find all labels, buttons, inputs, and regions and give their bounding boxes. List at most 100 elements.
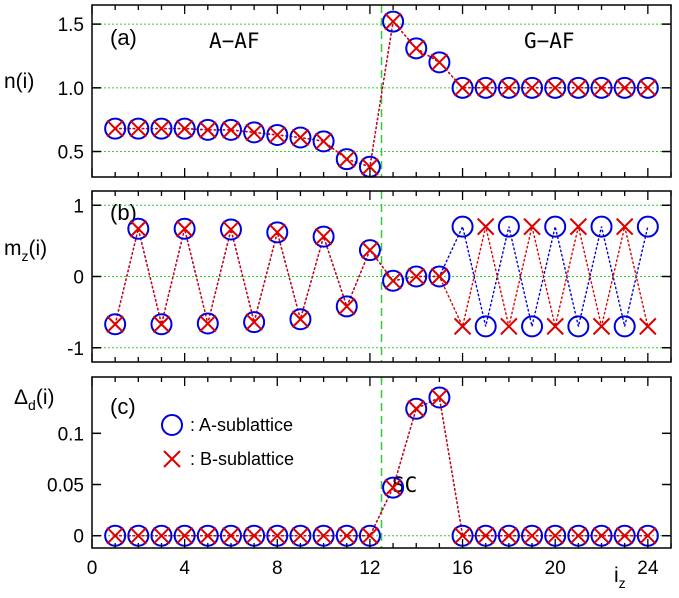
ytick-label-b: 1 [73,196,84,217]
point-A-b-20 [544,215,567,238]
point-B-b-21 [569,217,588,236]
point-B-b-13 [384,272,402,290]
point-B-c-22 [592,527,611,545]
frame-a [91,4,672,178]
point-A-b-14 [405,265,428,288]
point-B-a-4 [175,119,194,138]
point-A-b-7 [243,311,266,334]
xtick-label: 4 [179,558,190,579]
point-A-b-1 [104,313,127,336]
point-B-b-23 [615,217,634,236]
point-B-c-11 [338,527,356,545]
g-af-annotation: G−AF [524,29,575,53]
point-B-b-19 [523,217,541,236]
xtick-label: 0 [87,558,98,579]
point-A-a-18 [497,76,520,99]
point-A-a-11 [335,148,358,171]
point-A-a-8 [266,123,289,146]
xtick-label: 20 [545,558,566,579]
xtick-label: 16 [452,558,473,579]
ytick-label-b: -1 [67,339,84,360]
point-A-b-10 [312,225,335,248]
point-B-b-12 [361,241,379,259]
point-A-b-16 [451,215,474,238]
point-B-c-5 [199,527,217,545]
point-B-c-8 [268,527,286,545]
point-A-a-14 [405,37,428,60]
point-B-c-7 [245,527,263,545]
point-B-b-3 [152,315,171,333]
point-B-b-10 [314,227,333,246]
point-A-b-13 [382,269,405,292]
series-line-B-a [114,20,649,168]
point-B-a-17 [477,79,495,97]
point-A-a-15 [428,51,451,74]
point-A-b-24 [636,215,659,238]
point-B-c-12 [361,527,379,545]
point-B-a-21 [569,79,588,97]
point-B-a-20 [546,79,564,97]
point-B-b-24 [639,317,657,336]
point-A-a-20 [544,76,567,99]
point-A-a-9 [289,126,312,149]
x-axis-label: iz [614,564,626,591]
point-A-b-22 [590,215,613,238]
point-B-b-9 [291,310,310,328]
point-A-a-1 [104,117,127,140]
panel-a: n(i) (a) A−AF G−AF [4,25,575,93]
point-A-a-2 [127,117,150,140]
point-B-a-16 [453,79,472,97]
point-A-c-13 [382,476,405,499]
point-B-a-7 [245,123,263,142]
point-B-a-24 [639,79,657,97]
xtick-label: 8 [272,558,283,579]
point-B-c-21 [569,527,588,545]
point-A-b-18 [497,215,520,238]
point-A-a-22 [590,76,613,99]
series-line-B-c [114,396,649,537]
point-A-b-11 [335,295,358,318]
frame-c [91,376,672,549]
point-B-a-2 [129,119,148,138]
point-B-c-18 [500,527,518,545]
point-B-a-3 [152,119,171,138]
point-A-b-5 [196,312,219,335]
point-B-c-14 [407,400,425,418]
legend-b-label: : B-sublattice [190,449,294,469]
point-A-a-19 [521,76,544,99]
a-af-annotation: A−AF [209,29,260,53]
panel-a-letter: (a) [110,25,137,50]
point-B-b-1 [106,315,124,333]
point-A-b-19 [521,315,544,338]
point-A-b-23 [613,315,636,338]
point-A-b-15 [428,265,451,288]
point-A-c-15 [428,386,451,409]
point-B-a-11 [338,150,356,168]
xtick-label: 24 [637,558,659,579]
point-A-c-14 [405,397,428,420]
point-B-b-11 [338,297,356,316]
point-B-b-18 [500,317,518,336]
point-B-b-4 [175,220,194,238]
point-A-a-16 [451,76,474,99]
point-B-b-20 [546,317,564,336]
point-A-a-13 [382,10,405,33]
point-B-b-8 [268,223,286,242]
point-B-b-7 [245,313,263,331]
point-B-a-8 [268,126,286,144]
point-A-b-8 [266,221,289,244]
legend-b-marker [163,450,181,468]
point-B-c-9 [291,527,310,545]
point-A-a-10 [312,130,335,153]
point-A-b-2 [127,217,150,240]
point-B-c-3 [152,527,171,545]
ytick-label-c: 0 [73,527,84,548]
point-A-b-12 [358,239,381,262]
ytick-label-c: 0.1 [58,424,84,445]
point-B-b-22 [592,317,611,336]
point-B-a-9 [291,128,310,147]
point-B-c-4 [175,527,194,545]
point-B-b-6 [222,220,240,239]
ytick-label-c: 0.05 [47,476,84,497]
point-B-a-22 [592,79,611,97]
